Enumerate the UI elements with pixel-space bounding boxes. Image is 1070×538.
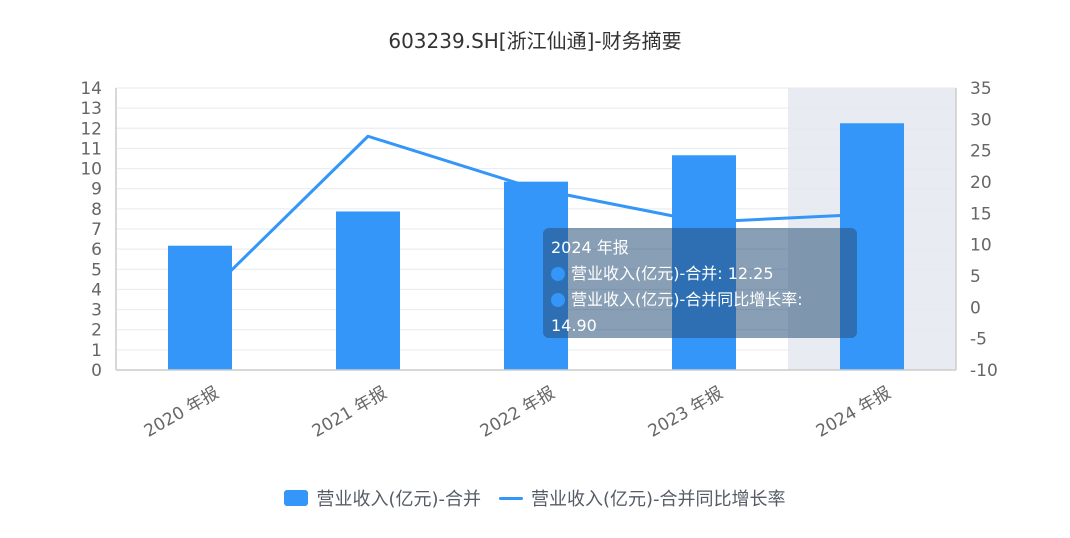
left-axis-tick-label: 8: [91, 200, 102, 220]
x-axis-tick-label: 2022 年报: [477, 383, 559, 442]
x-axis-tick-label: 2020 年报: [141, 383, 223, 442]
right-axis-tick-label: 35: [970, 79, 992, 99]
left-axis-tick-label: 14: [80, 79, 102, 99]
x-axis-tick-label: 2021 年报: [309, 383, 391, 442]
tooltip-dot-icon: [551, 267, 565, 281]
left-axis-tick-label: 3: [91, 301, 102, 321]
left-axis-tick-label: 10: [80, 160, 102, 180]
right-axis-tick-label: -5: [970, 330, 987, 350]
bar-2021年报: [336, 211, 400, 370]
legend-label-growth: 营业收入(亿元)-合并同比增长率: [531, 489, 786, 510]
tooltip-revenue-text: 营业收入(亿元)-合并: 12.25: [571, 264, 774, 283]
legend-line-swatch-icon: [499, 496, 523, 500]
left-axis-tick-label: 11: [80, 139, 102, 159]
line-series: [198, 134, 873, 303]
right-axis-tick-label: 0: [970, 298, 981, 318]
tooltip-growth-text: 营业收入(亿元)-合并同比增长率:: [571, 290, 803, 309]
bar-2020年报: [168, 245, 232, 370]
x-axis-tick-label: 2023 年报: [645, 383, 727, 442]
tooltip-title: 2024 年报: [551, 238, 629, 257]
x-axis-tick-label: 2024 年报: [813, 383, 895, 442]
left-axis-tick-label: 12: [80, 119, 102, 139]
tooltip-row-growth: 营业收入(亿元)-合并同比增长率:: [551, 287, 849, 313]
left-axis-tick-label: 9: [91, 180, 102, 200]
right-axis-tick-label: -10: [970, 361, 998, 381]
tooltip-growth-value: 14.90: [551, 316, 597, 335]
left-axis-tick-label: 7: [91, 220, 102, 240]
tooltip-row-revenue: 营业收入(亿元)-合并: 12.25: [551, 261, 849, 287]
legend-bar-swatch-icon: [284, 490, 309, 506]
right-axis-tick-label: 5: [970, 267, 981, 287]
legend-label-revenue: 营业收入(亿元)-合并: [316, 489, 481, 510]
right-axis-tick-label: 20: [970, 173, 992, 193]
legend-item-growth[interactable]: 营业收入(亿元)-合并同比增长率: [499, 485, 786, 511]
left-axis-tick-label: 5: [91, 260, 102, 280]
left-axis-tick-label: 6: [91, 240, 102, 260]
right-axis-tick-label: 30: [970, 110, 992, 130]
legend-item-revenue[interactable]: 营业收入(亿元)-合并: [284, 485, 481, 511]
legend: 营业收入(亿元)-合并 营业收入(亿元)-合并同比增长率: [0, 485, 1070, 511]
tooltip: 2024 年报 营业收入(亿元)-合并: 12.25 营业收入(亿元)-合并同比…: [543, 228, 857, 338]
left-axis-tick-label: 1: [91, 341, 102, 361]
left-axis-tick-label: 0: [91, 361, 102, 381]
growth-line: [198, 134, 873, 303]
chart-title: 603239.SH[浙江仙通]-财务摘要: [388, 29, 681, 53]
left-axis-tick-label: 13: [80, 99, 102, 119]
right-axis-tick-label: 15: [970, 204, 992, 224]
left-axis-tick-label: 2: [91, 321, 102, 341]
right-axis-tick-label: 25: [970, 142, 992, 162]
right-axis-tick-label: 10: [970, 236, 992, 256]
left-axis-tick-label: 4: [91, 280, 102, 300]
tooltip-dot-icon: [551, 293, 565, 307]
